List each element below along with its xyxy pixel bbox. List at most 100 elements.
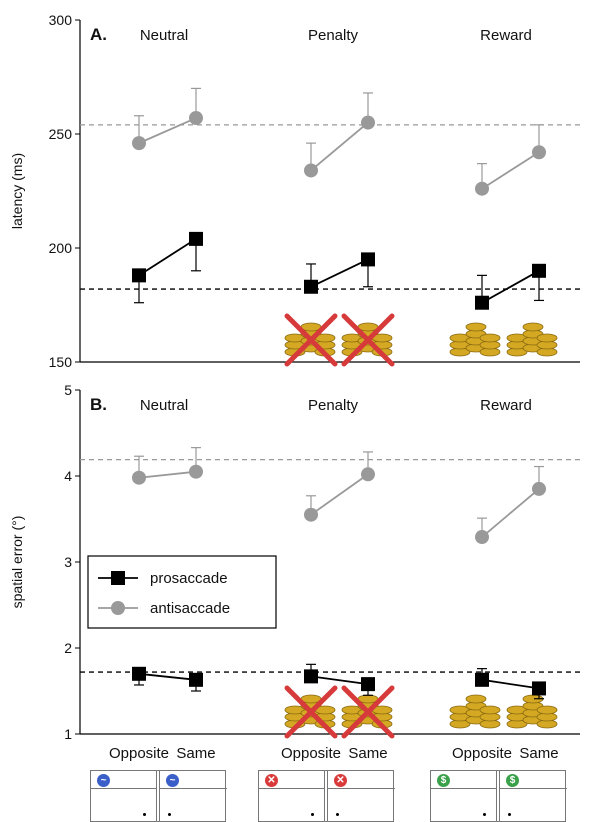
antisaccade-point	[189, 464, 203, 479]
panel-a: 150 200 250 300 latency (ms) A. Neutral Penalty…	[9, 12, 580, 370]
panel-label: B.	[90, 395, 107, 414]
prosaccade-point	[132, 666, 146, 681]
condition-title: Penalty	[308, 27, 359, 44]
penalty-cross-icon	[284, 313, 338, 367]
prosaccade-point	[361, 677, 375, 692]
y-tick-label: 300	[49, 12, 73, 28]
prosaccade-line	[481, 678, 540, 690]
reward-dollar-icon: $	[506, 774, 519, 787]
x-tick-label: Same	[348, 745, 387, 762]
antisaccade-point	[475, 530, 489, 545]
penalty-cross-icon	[341, 685, 395, 739]
prosaccade-line	[138, 672, 197, 681]
x-tick-label: Opposite	[452, 745, 512, 762]
reward-dollar-icon: $	[437, 774, 450, 787]
target-dot	[168, 813, 171, 816]
coin	[479, 705, 501, 715]
coin	[465, 694, 487, 704]
antisaccade-point	[361, 467, 375, 482]
y-tick-label: 150	[49, 354, 73, 370]
stimulus-card-same: ~	[159, 771, 227, 821]
target-dot	[483, 813, 486, 816]
stimulus-card-opposite: ~	[91, 771, 157, 821]
stimulus-card-same: $	[499, 771, 567, 821]
antisaccade-point	[189, 111, 203, 126]
prosaccade-point	[532, 263, 546, 278]
y-tick-label: 3	[64, 554, 72, 570]
target-dot	[311, 813, 314, 816]
neutral-wave-icon: ~	[166, 774, 179, 787]
antisaccade-line	[138, 470, 197, 479]
prosaccade-line	[138, 238, 197, 277]
prosaccade-line	[310, 675, 369, 686]
legend-box	[87, 555, 277, 629]
condition-title: Reward	[480, 397, 532, 414]
neutral-wave-icon: ~	[97, 774, 110, 787]
x-tick-label: Opposite	[109, 745, 169, 762]
stimulus-card-opposite: ✕	[259, 771, 325, 821]
antisaccade-point	[132, 470, 146, 485]
antisaccade-point	[532, 145, 546, 160]
x-tick-label: Same	[519, 745, 558, 762]
coin	[536, 333, 558, 343]
penalty-x-icon: ✕	[334, 774, 347, 787]
coin	[479, 333, 501, 343]
antisaccade-line	[481, 151, 540, 190]
y-tick-label: 5	[64, 382, 72, 398]
legend-marker	[111, 571, 125, 585]
prosaccade-line	[481, 270, 540, 304]
y-tick-label: 200	[49, 240, 73, 256]
prosaccade-point	[189, 672, 203, 687]
antisaccade-line	[138, 117, 197, 144]
penalty-cross-icon	[341, 313, 395, 367]
antisaccade-point	[132, 136, 146, 151]
prosaccade-point	[304, 669, 318, 684]
stimulus-neutral: ~ ~	[90, 770, 227, 822]
condition-title: Neutral	[140, 27, 188, 44]
y-tick-label: 4	[64, 468, 72, 484]
condition-title: Reward	[480, 27, 532, 44]
prosaccade-point	[304, 279, 318, 294]
legend-label: antisaccade	[150, 600, 230, 617]
penalty-x-icon: ✕	[265, 774, 278, 787]
target-dot	[143, 813, 146, 816]
prosaccade-point	[532, 681, 546, 696]
penalty-cross-icon	[284, 685, 338, 739]
y-tick-label: 2	[64, 640, 72, 656]
stimulus-reward: $ $	[430, 770, 567, 822]
coin	[522, 322, 544, 332]
prosaccade-line	[310, 258, 369, 288]
condition-title: Penalty	[308, 397, 359, 414]
x-tick-label: Same	[176, 745, 215, 762]
y-tick-label: 250	[49, 126, 73, 142]
antisaccade-line	[481, 488, 540, 538]
panel-label: A.	[90, 25, 107, 44]
prosaccade-point	[132, 268, 146, 283]
antisaccade-point	[304, 507, 318, 522]
stimulus-card-opposite: $	[431, 771, 497, 821]
antisaccade-point	[304, 163, 318, 178]
coin	[536, 705, 558, 715]
target-dot	[508, 813, 511, 816]
stimulus-card-same: ✕	[327, 771, 395, 821]
y-axis-label: spatial error (°)	[9, 516, 25, 609]
prosaccade-point	[475, 672, 489, 687]
antisaccade-point	[475, 181, 489, 196]
antisaccade-point	[361, 115, 375, 130]
x-tick-label: Opposite	[281, 745, 341, 762]
legend-marker	[111, 601, 125, 615]
prosaccade-point	[189, 231, 203, 246]
antisaccade-line	[310, 473, 369, 516]
target-dot	[336, 813, 339, 816]
condition-title: Neutral	[140, 397, 188, 414]
antisaccade-line	[310, 121, 369, 172]
legend-label: prosaccade	[150, 570, 228, 587]
prosaccade-point	[361, 252, 375, 267]
panel-b: 1 2 3 4 5 spatial error (°) B. Neutral Penalty Re…	[9, 382, 580, 762]
prosaccade-point	[475, 295, 489, 310]
coin	[465, 322, 487, 332]
antisaccade-point	[532, 481, 546, 496]
stimulus-penalty: ✕ ✕	[258, 770, 395, 822]
y-tick-label: 1	[64, 726, 72, 742]
